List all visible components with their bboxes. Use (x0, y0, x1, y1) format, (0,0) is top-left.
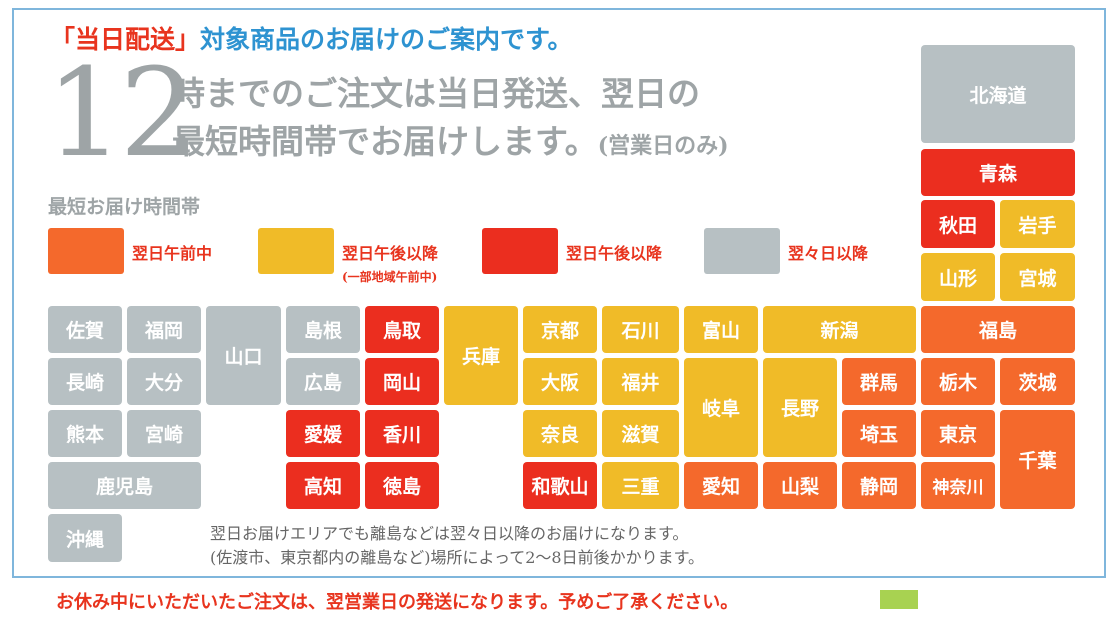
pref-tottori: 鳥取 (365, 306, 439, 353)
pref-niigata: 新潟 (763, 306, 916, 353)
pref-gifu: 岐阜 (684, 358, 758, 457)
pref-fukuoka: 福岡 (127, 306, 201, 353)
pref-akita: 秋田 (921, 200, 995, 248)
pref-hyogo: 兵庫 (444, 306, 518, 405)
green-marker (880, 590, 918, 609)
legend-swatch-afternoon-yellow (258, 228, 334, 274)
legend-swatch-afternoon-red (482, 228, 558, 274)
pref-kumamoto: 熊本 (48, 410, 122, 457)
pref-nara: 奈良 (523, 410, 597, 457)
pref-hokkaido: 北海道 (921, 45, 1075, 143)
subtitle-note: (営業日のみ) (597, 133, 729, 159)
pref-saitama: 埼玉 (842, 410, 916, 457)
pref-kagoshima: 鹿児島 (48, 462, 201, 509)
legend-label-afternoon-yellow: 翌日午後以降 (342, 244, 439, 263)
pref-ehime: 愛媛 (286, 410, 360, 457)
pref-kagawa: 香川 (365, 410, 439, 457)
pref-iwate: 岩手 (1000, 200, 1075, 248)
pref-aichi: 愛知 (684, 462, 758, 509)
pref-nagasaki: 長崎 (48, 358, 122, 405)
pref-toyama: 富山 (684, 306, 758, 353)
footer-notice: お休み中にいただいたご注文は、翌営業日の発送になります。予めご了承ください。 (56, 592, 739, 613)
legend-swatch-two-days (704, 228, 780, 274)
pref-nagano: 長野 (763, 358, 837, 457)
pref-fukushima: 福島 (921, 306, 1075, 353)
note-line-1: 翌日お届けエリアでも離島などは翌々日以降のお届けになります。 (210, 524, 689, 543)
pref-okayama: 岡山 (365, 358, 439, 405)
pref-mie: 三重 (602, 462, 679, 509)
legend-title: 最短お届け時間帯 (48, 196, 201, 218)
pref-shizuoka: 静岡 (842, 462, 916, 509)
pref-gunma: 群馬 (842, 358, 916, 405)
pref-kanagawa: 神奈川 (921, 462, 995, 509)
pref-yamaguchi: 山口 (206, 306, 281, 405)
pref-saga: 佐賀 (48, 306, 122, 353)
pref-tokushima: 徳島 (365, 462, 439, 509)
pref-ibaraki: 茨城 (1000, 358, 1075, 405)
headline-highlight: 当日配送 (75, 25, 176, 54)
subtitle-line-1: 時までのご注文は当日発送、翌日の (172, 74, 700, 113)
pref-miyagi: 宮城 (1000, 253, 1075, 301)
pref-oita: 大分 (127, 358, 201, 405)
pref-yamagata: 山形 (921, 253, 995, 301)
pref-tokyo: 東京 (921, 410, 995, 457)
legend-label-two-days: 翌々日以降 (788, 244, 869, 263)
pref-osaka: 大阪 (523, 358, 597, 405)
pref-wakayama: 和歌山 (523, 462, 597, 509)
legend-label-morning: 翌日午前中 (132, 244, 213, 263)
legend-swatch-morning (48, 228, 124, 274)
pref-okinawa: 沖縄 (48, 514, 122, 562)
headline-rest: 対象商品のお届けのご案内です。 (200, 25, 573, 54)
note-line-2: (佐渡市、東京都内の離島など)場所によって2〜8日前後かかります。 (210, 548, 704, 567)
pref-hiroshima: 広島 (286, 358, 360, 405)
headline-bracket-open: 「 (50, 25, 76, 54)
legend-label-afternoon-red: 翌日午後以降 (566, 244, 663, 263)
pref-chiba: 千葉 (1000, 410, 1075, 509)
pref-ishikawa: 石川 (602, 306, 679, 353)
big-number: 12 (46, 42, 197, 184)
subtitle-line-2: 最短時間帯でお届けします。(営業日のみ) (172, 122, 729, 166)
pref-shimane: 島根 (286, 306, 360, 353)
pref-tochigi: 栃木 (921, 358, 995, 405)
legend-note-afternoon-yellow: (一部地域午前中) (342, 270, 438, 284)
subtitle-line-2-text: 最短時間帯でお届けします。 (172, 122, 598, 161)
pref-kochi: 高知 (286, 462, 360, 509)
headline: 「当日配送」対象商品のお届けのご案内です。 (50, 20, 573, 56)
headline-bracket-close: 」 (175, 25, 201, 54)
pref-aomori: 青森 (921, 149, 1075, 196)
pref-shiga: 滋賀 (602, 410, 679, 457)
pref-fukui: 福井 (602, 358, 679, 405)
pref-yamanashi: 山梨 (763, 462, 837, 509)
pref-miyazaki: 宮崎 (127, 410, 201, 457)
pref-kyoto: 京都 (523, 306, 597, 353)
